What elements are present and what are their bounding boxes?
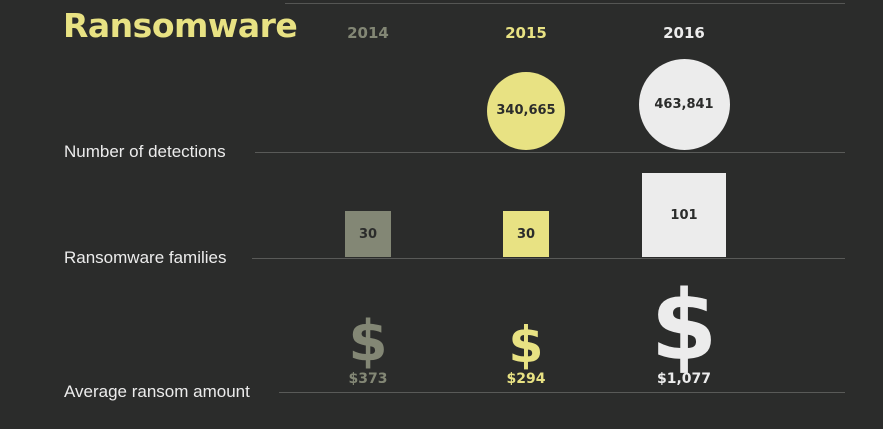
row-label-ransom: Average ransom amount (64, 382, 250, 401)
row-rule-ransom (279, 392, 845, 393)
ransom-value-2016: $1,077 (656, 371, 712, 387)
detections-value-2016: 463,841 (654, 97, 714, 112)
families-value-2016: 101 (670, 207, 698, 223)
families-square-2016: 101 (642, 173, 726, 257)
year-header-2014: 2014 (347, 24, 389, 42)
detections-bubble-2016: 463,841 (638, 59, 730, 150)
row-label-families: Ransomware families (64, 248, 227, 267)
row-rule-families (252, 258, 845, 259)
top-divider (285, 3, 845, 4)
ransom-value-2014: $373 (348, 371, 388, 387)
year-header-2015: 2015 (505, 24, 547, 42)
dollar-icon-2015: $ (508, 314, 544, 374)
families-square-2015: 30 (503, 211, 549, 257)
detections-bubble-2015: 340,665 (487, 72, 565, 150)
dollar-icon-2016: $ (650, 269, 718, 382)
families-value-2014: 30 (358, 226, 378, 242)
detections-value-2015: 340,665 (496, 103, 556, 119)
row-label-detections: Number of detections (64, 142, 226, 161)
row-rule-detections (255, 152, 845, 153)
families-value-2015: 30 (516, 226, 536, 242)
ransom-value-2015: $294 (506, 371, 546, 387)
families-square-2014: 30 (345, 211, 391, 257)
dollar-icon-2014: $ (348, 309, 388, 375)
chart-title: Ransomware (63, 6, 298, 45)
year-header-2016: 2016 (663, 24, 705, 42)
